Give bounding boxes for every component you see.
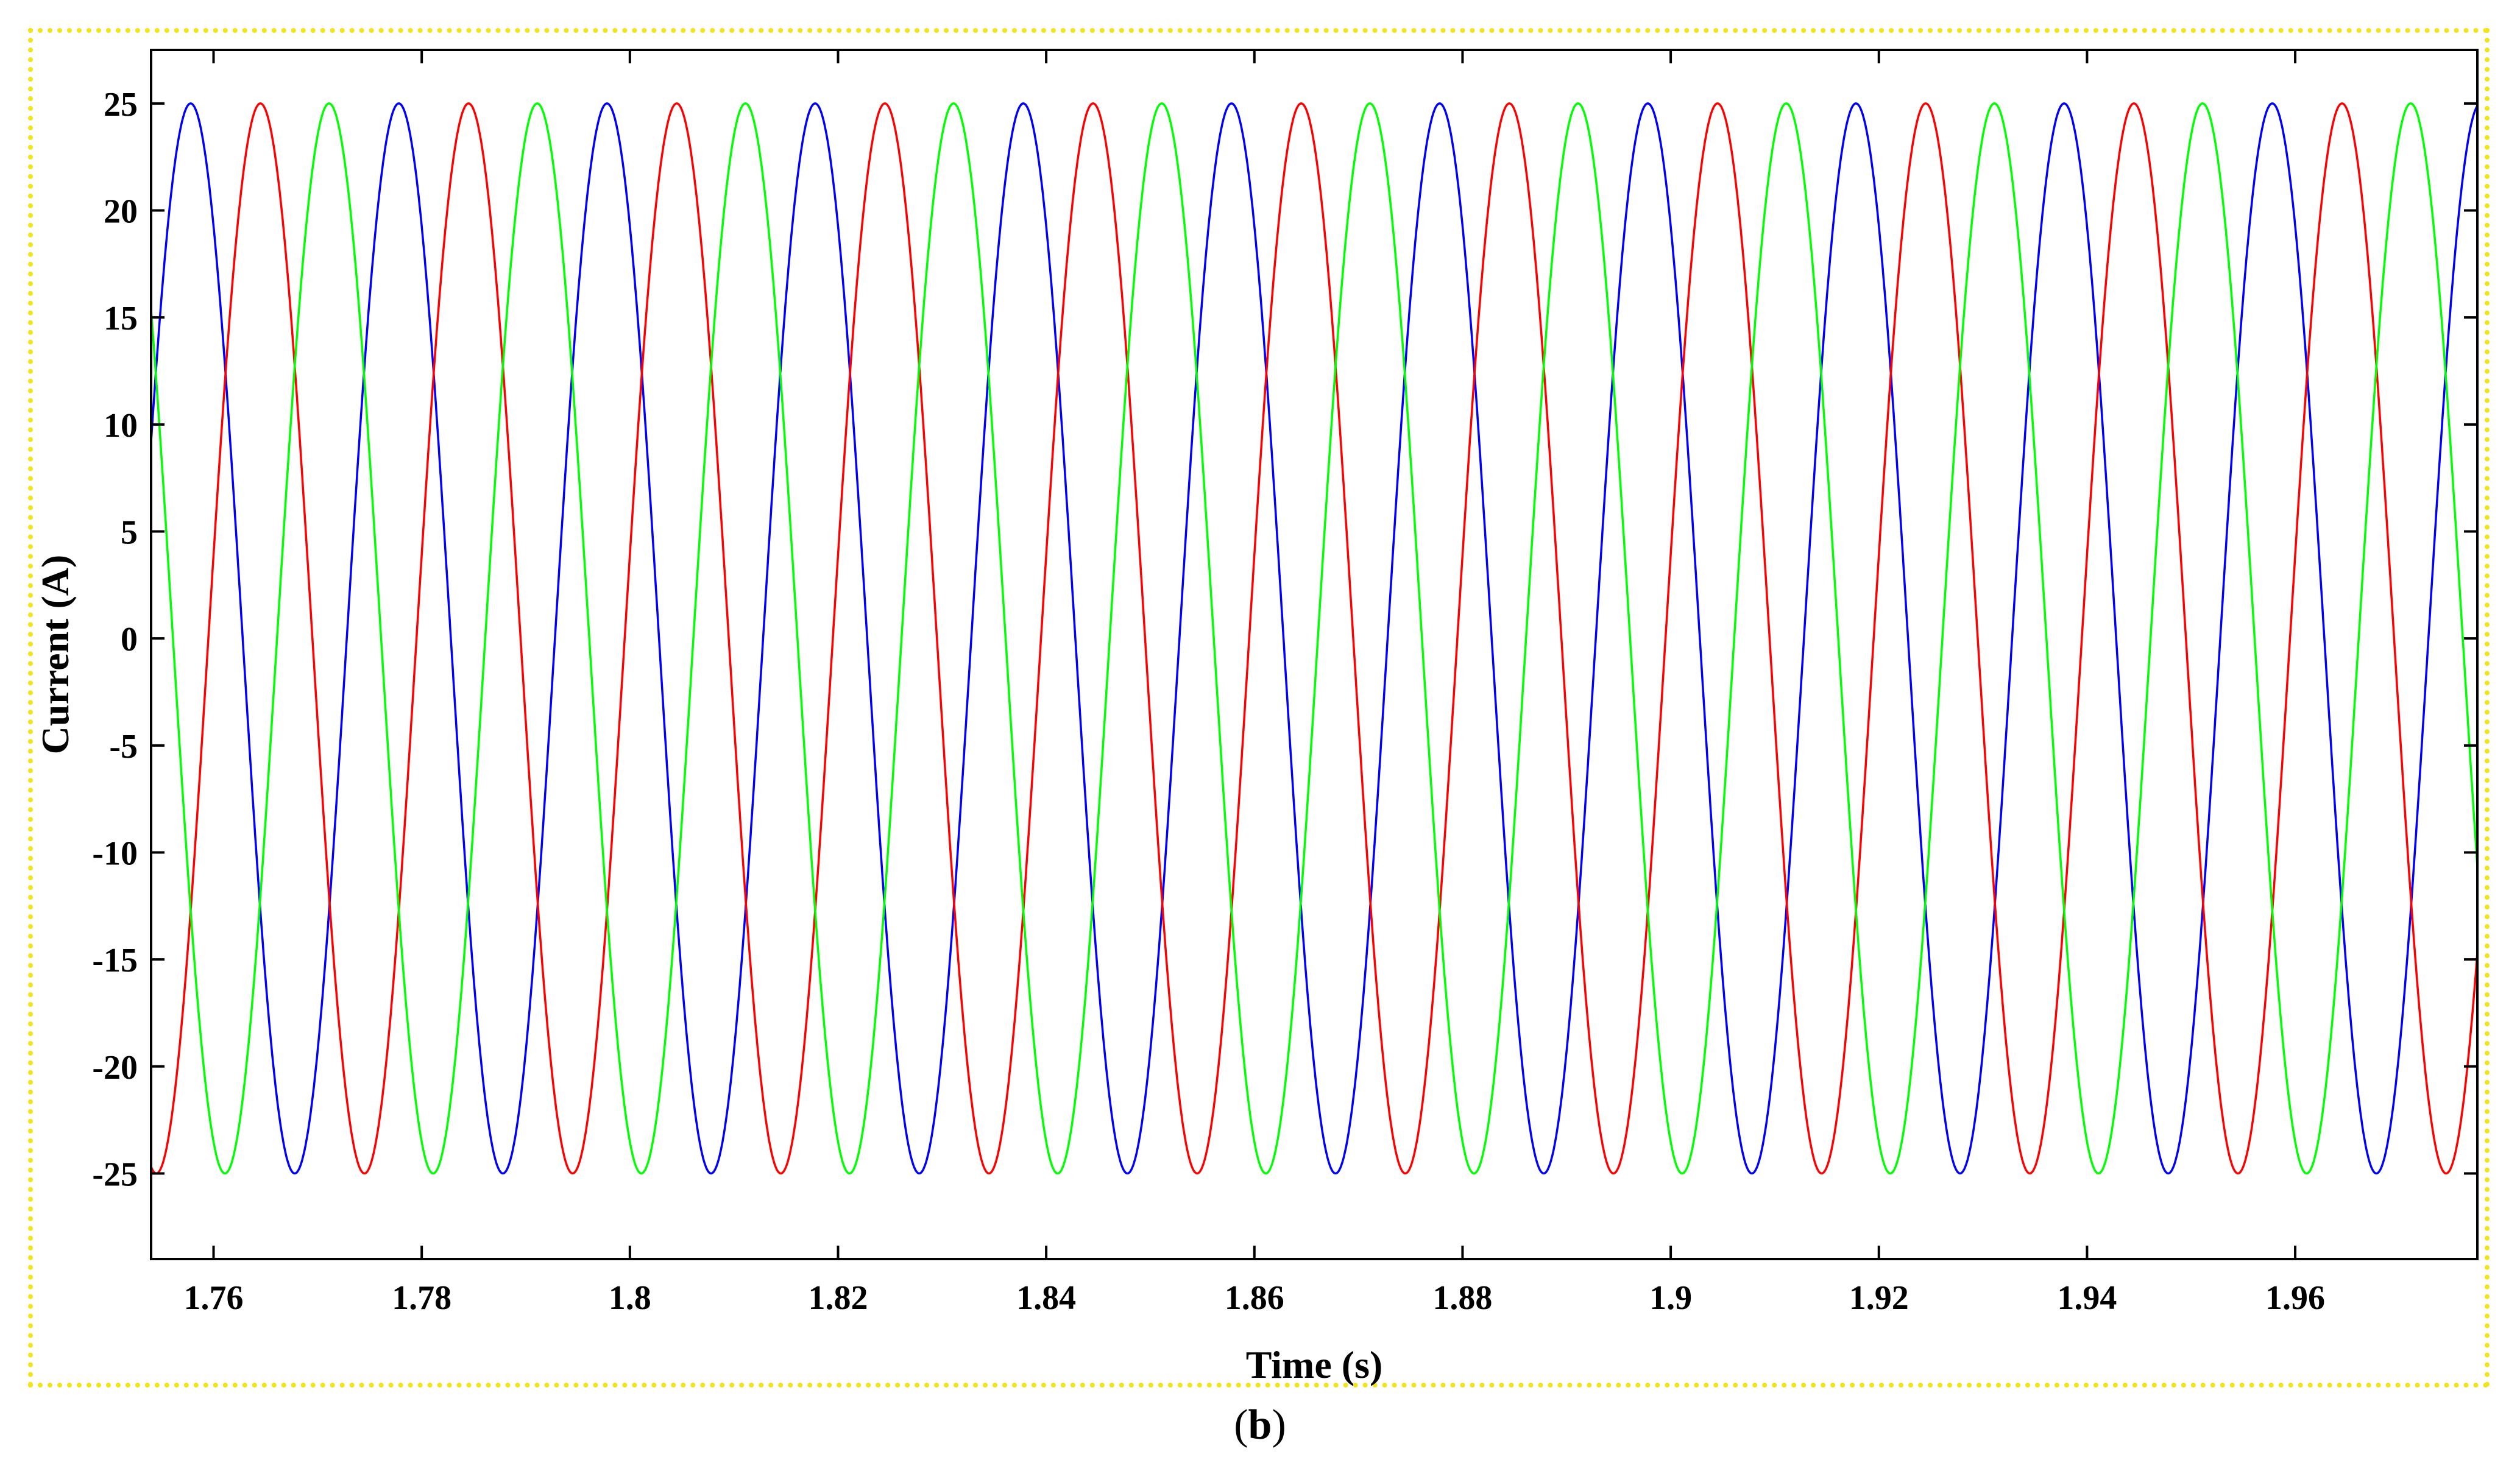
y-tick-label: -5	[109, 728, 138, 766]
x-tick-label: 1.94	[2057, 1279, 2117, 1317]
x-tick-label: 1.9	[1649, 1279, 1692, 1317]
caption-close-paren: )	[1272, 1402, 1286, 1448]
x-tick-label: 1.96	[2265, 1279, 2325, 1317]
series-line-3	[150, 102, 2479, 1175]
x-tick-label: 1.8	[609, 1279, 651, 1317]
series-layer	[150, 102, 2479, 1175]
y-tick-label: -20	[92, 1049, 138, 1087]
y-tick-label: 25	[104, 86, 138, 124]
x-tick-label: 1.76	[183, 1279, 243, 1317]
y-tick-label: 10	[104, 407, 138, 445]
caption-letter: b	[1248, 1402, 1272, 1448]
y-tick-label: -15	[92, 942, 138, 979]
figure-caption: (b)	[0, 1401, 2520, 1450]
caption-open-paren: (	[1234, 1402, 1248, 1448]
y-tick-label: -10	[92, 834, 138, 872]
y-tick-label: -25	[92, 1155, 138, 1193]
x-tick-label: 1.88	[1432, 1279, 1492, 1317]
plot-area	[151, 50, 2477, 1259]
x-tick-label: 1.86	[1225, 1279, 1284, 1317]
x-tick-label: 1.92	[1849, 1279, 1909, 1317]
y-tick-label: 0	[121, 621, 138, 658]
plot-border	[150, 49, 2479, 1260]
y-axis-title: Current (A)	[34, 555, 77, 755]
y-tick-label: 20	[104, 192, 138, 230]
series-line-1	[150, 102, 2479, 1175]
y-tick-label: 5	[121, 513, 138, 551]
y-tick-label: 15	[104, 300, 138, 337]
tick-layer: 1.76 1.78 1.8 1.82 1.84 1.86 1.88 1.9 1.92 1.94 1.…	[92, 50, 2477, 1317]
x-tick-label: 1.84	[1016, 1279, 1076, 1317]
figure-frame	[28, 28, 2490, 1388]
series-line-2	[150, 102, 2479, 1175]
x-tick-label: 1.78	[392, 1279, 451, 1317]
x-tick-label: 1.82	[808, 1279, 868, 1317]
x-axis-title: Time (s)	[1246, 1343, 1383, 1386]
